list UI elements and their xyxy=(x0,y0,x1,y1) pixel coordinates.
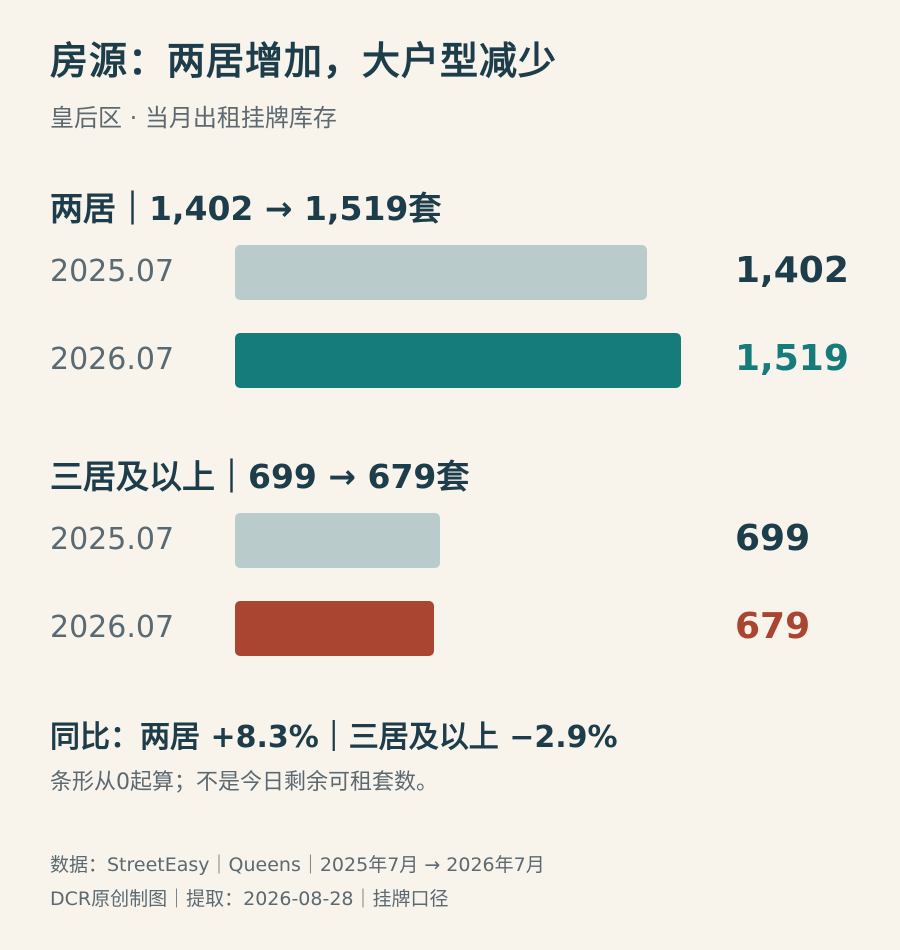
group-title-three-bed: 三居及以上｜699 → 679套 xyxy=(50,457,470,496)
value-label: 1,519 xyxy=(735,338,849,379)
credit-line: DCR原创制图｜提取：2026-08-28｜挂牌口径 xyxy=(50,888,449,910)
period-label: 2025.07 xyxy=(50,522,175,557)
chart-subtitle: 皇后区 · 当月出租挂牌库存 xyxy=(50,104,337,132)
period-label: 2026.07 xyxy=(50,342,175,377)
bar-two-bed-2026 xyxy=(235,333,681,388)
value-label: 1,402 xyxy=(735,250,849,291)
bar-three-bed-2025 xyxy=(235,513,440,568)
bar-three-bed-2026 xyxy=(235,601,434,656)
chart-note: 条形从0起算；不是今日剩余可租套数。 xyxy=(50,770,438,795)
value-label: 679 xyxy=(735,606,811,647)
source-line: 数据：StreetEasy｜Queens｜2025年7月 → 2026年7月 xyxy=(50,854,545,876)
group-title-two-bed: 两居｜1,402 → 1,519套 xyxy=(50,189,442,228)
chart-title: 房源：两居增加，大户型减少 xyxy=(50,39,558,83)
value-label: 699 xyxy=(735,518,811,559)
period-label: 2025.07 xyxy=(50,254,175,289)
bar-two-bed-2025 xyxy=(235,245,647,300)
period-label: 2026.07 xyxy=(50,610,175,645)
yoy-summary: 同比：两居 +8.3%｜三居及以上 −2.9% xyxy=(50,720,618,755)
